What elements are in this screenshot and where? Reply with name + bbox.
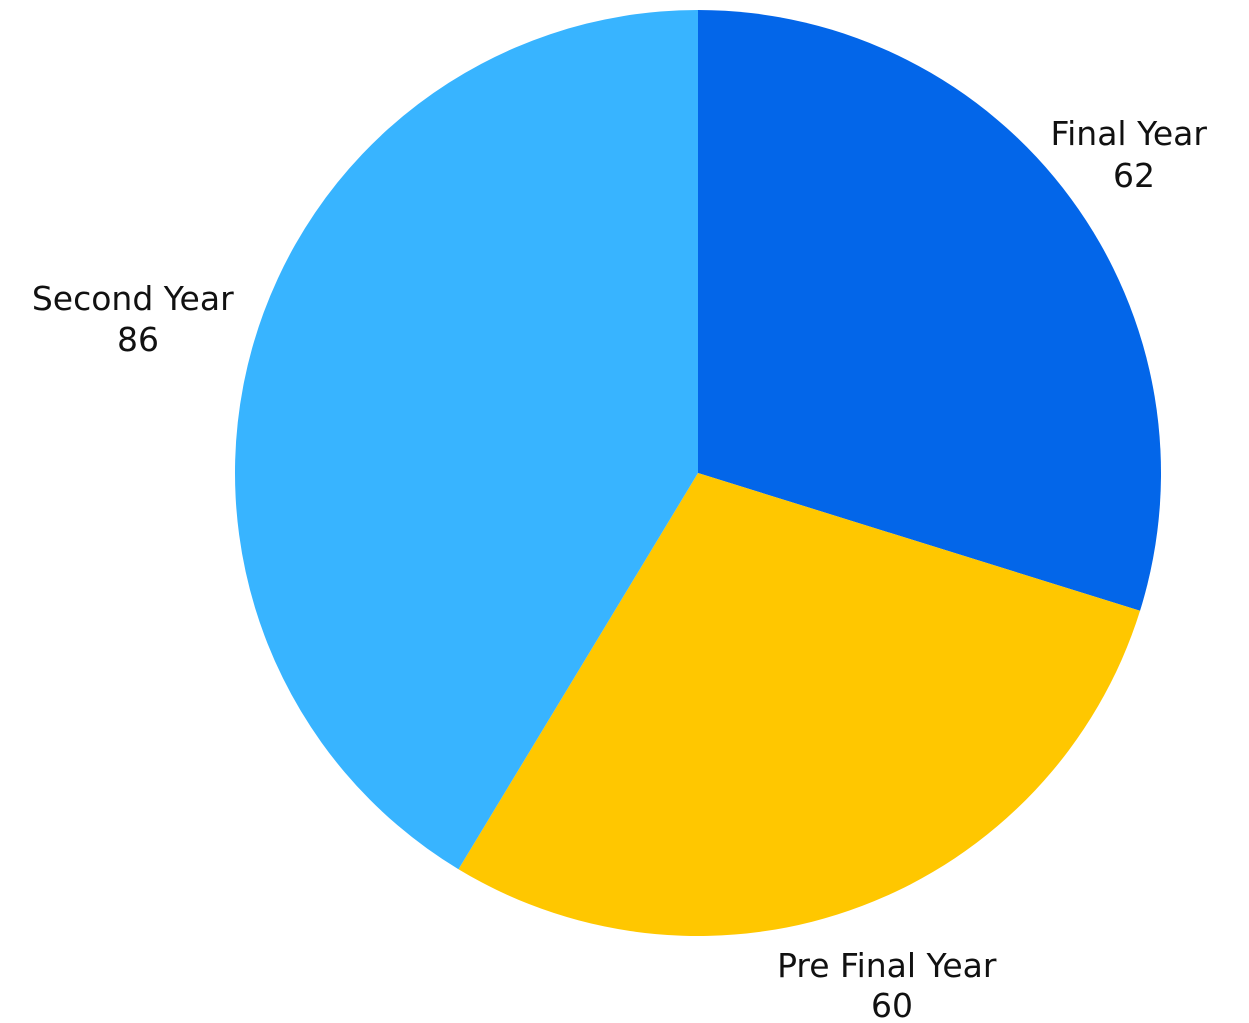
slice-second-year: [234, 9, 698, 870]
label-final-year-name: Final Year: [1051, 114, 1208, 153]
label-second-year-value: 86: [117, 320, 159, 359]
slice-final-year: [698, 9, 1162, 611]
pie-labels: Final Year 62 Pre Final Year 60 Second Y…: [32, 114, 1218, 1023]
label-pre-final-year: Pre Final Year 60: [777, 946, 1007, 1023]
label-second-year-name: Second Year: [32, 279, 234, 318]
label-second-year: Second Year 86: [32, 279, 244, 359]
label-final-year: Final Year 62: [1051, 114, 1218, 195]
label-final-year-value: 62: [1113, 156, 1155, 195]
label-pre-final-year-value: 60: [871, 986, 913, 1023]
slice-pre-final-year: [458, 473, 1141, 937]
label-pre-final-year-name: Pre Final Year: [777, 946, 997, 985]
pie-slices: [234, 9, 1162, 937]
